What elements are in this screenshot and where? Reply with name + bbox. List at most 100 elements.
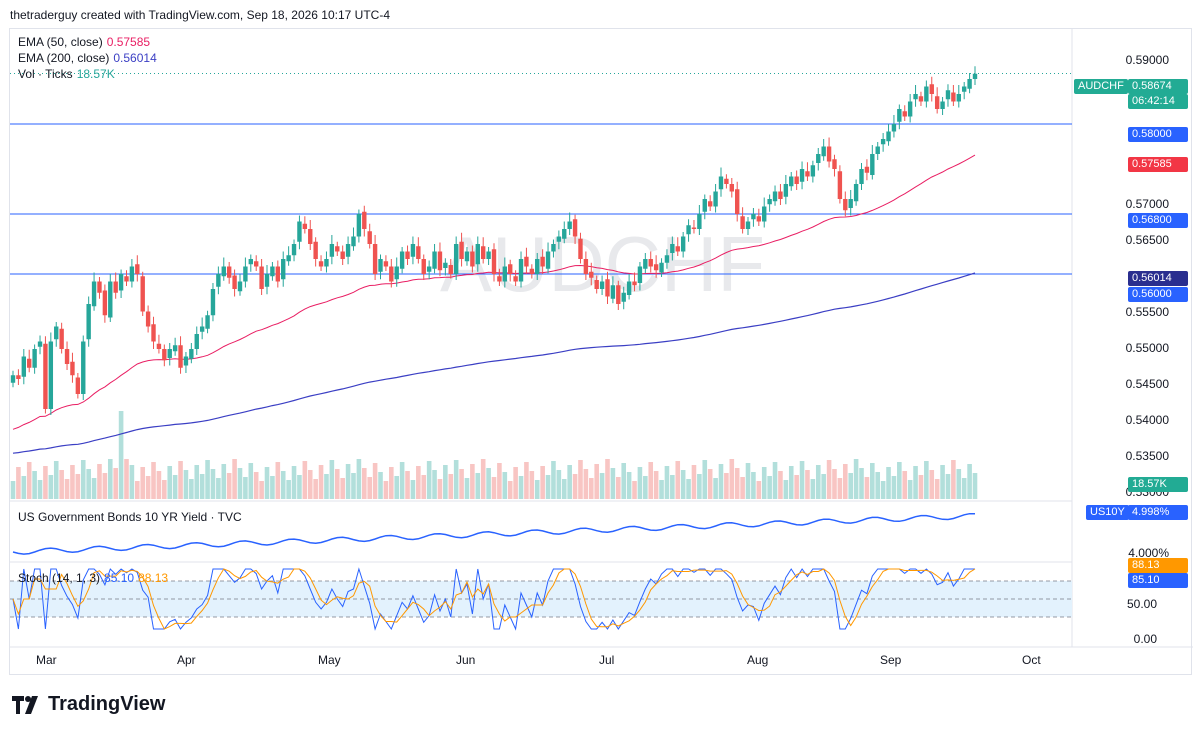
candle-body — [108, 281, 113, 318]
tradingview-logo-text: TradingView — [48, 693, 166, 715]
legend-ema200-value: 0.56014 — [113, 51, 157, 65]
candle-body — [891, 124, 897, 132]
volume-bar — [556, 470, 562, 499]
candle-body — [859, 169, 864, 184]
volume-bar — [756, 481, 762, 499]
candle-body — [399, 251, 405, 269]
volume-bar — [594, 464, 599, 499]
candle-body — [248, 259, 253, 265]
price-tick: 0.57000 — [1125, 197, 1169, 211]
volume-bar — [162, 480, 167, 499]
candle-body — [416, 246, 421, 259]
last-price-tag: 0.58674 — [1128, 79, 1188, 94]
candle-body — [610, 285, 616, 299]
candle-body — [626, 281, 632, 295]
volume-bar — [502, 472, 508, 499]
chart-attribution: thetraderguy created with TradingView.co… — [10, 8, 390, 22]
legend-ema50[interactable]: EMA (50, close) 0.57585 — [18, 35, 150, 49]
candle-body — [10, 375, 16, 383]
volume-bar — [313, 479, 318, 499]
candle-body — [254, 261, 259, 267]
tradingview-logo[interactable]: TradingView — [12, 693, 165, 716]
volume-bar — [545, 475, 551, 499]
volume-bar — [410, 480, 416, 499]
candle-body — [64, 349, 70, 364]
candle-body — [189, 349, 194, 359]
legend-ema200[interactable]: EMA (200, close) 0.56014 — [18, 51, 157, 65]
candle-body — [491, 249, 497, 274]
candle-body — [589, 271, 594, 278]
legend-stoch[interactable]: Stoch (14, 1, 3) 85.10 88.13 — [18, 571, 168, 585]
price-tick: 0.55000 — [1125, 341, 1169, 355]
chart-canvas[interactable]: AUDCHF — [10, 29, 1193, 676]
volume-bar — [470, 464, 475, 499]
candle-body — [275, 266, 281, 282]
candle-body — [686, 225, 691, 235]
candle-body — [670, 244, 675, 253]
stoch-axis-tick: 0.00 — [1133, 632, 1157, 646]
candle-body — [32, 349, 37, 368]
volume-bar — [880, 481, 886, 499]
candle-body — [308, 229, 313, 244]
candle-body — [70, 361, 75, 376]
volume-bar — [610, 468, 616, 499]
volume-bar — [183, 470, 189, 499]
volume-bar — [761, 467, 767, 499]
candle-body — [243, 266, 248, 282]
volume-bar — [426, 461, 432, 499]
candle-body — [97, 281, 102, 293]
candle-body — [389, 266, 394, 282]
price-tick: 0.54000 — [1125, 413, 1169, 427]
candle-body — [91, 281, 97, 307]
legend-volume[interactable]: Vol · Ticks 18.57K — [18, 67, 115, 81]
candle-body — [183, 356, 189, 366]
volume-bar — [713, 478, 718, 499]
volume-bar — [199, 474, 205, 499]
candle-body — [832, 159, 837, 169]
candle-body — [324, 259, 329, 267]
candle-body — [713, 191, 718, 207]
volume-bar — [324, 474, 329, 499]
volume-bar — [59, 470, 64, 499]
volume-bar — [924, 461, 929, 499]
candle-body — [518, 259, 524, 282]
candle-body — [864, 166, 870, 173]
volume-bar — [464, 478, 470, 499]
ema200-tag: 0.56014 — [1128, 271, 1188, 286]
candle-body — [956, 94, 961, 102]
candle-body — [524, 256, 529, 267]
candle-body — [448, 265, 453, 274]
volume-bar — [475, 473, 481, 499]
candle-body — [199, 326, 205, 332]
price-tick: 0.56500 — [1125, 233, 1169, 247]
level-tag: 0.56000 — [1128, 287, 1188, 302]
legend-bond[interactable]: US Government Bonds 10 YR Yield · TVC — [18, 510, 242, 524]
volume-bar — [518, 476, 524, 499]
candle-body — [135, 264, 140, 274]
candle-body — [772, 191, 778, 202]
candle-body — [470, 251, 475, 267]
volume-bar — [772, 462, 778, 499]
candle-body — [291, 244, 297, 256]
volume-bar — [145, 476, 151, 499]
candle-body — [75, 377, 81, 394]
chart-frame[interactable]: AUDCHF EMA (50, close) 0.57585 EMA (200, … — [9, 28, 1193, 676]
volume-bar — [524, 462, 529, 499]
volume-bar — [291, 466, 297, 499]
candle-body — [853, 184, 859, 202]
volume-bar — [902, 471, 908, 499]
candle-body — [205, 315, 210, 329]
candle-body — [118, 274, 124, 291]
volume-bar — [48, 475, 54, 499]
candle-body — [810, 165, 816, 177]
candle-body — [886, 131, 891, 142]
volume-bar — [961, 478, 967, 499]
candle-body — [318, 261, 324, 267]
volume-tag: 18.57K — [1128, 477, 1188, 492]
volume-bar — [361, 468, 367, 499]
volume-bar — [345, 464, 351, 499]
volume-bar — [707, 469, 713, 499]
candle-body — [778, 191, 783, 199]
candle-body — [356, 214, 362, 237]
candle-body — [940, 101, 945, 109]
